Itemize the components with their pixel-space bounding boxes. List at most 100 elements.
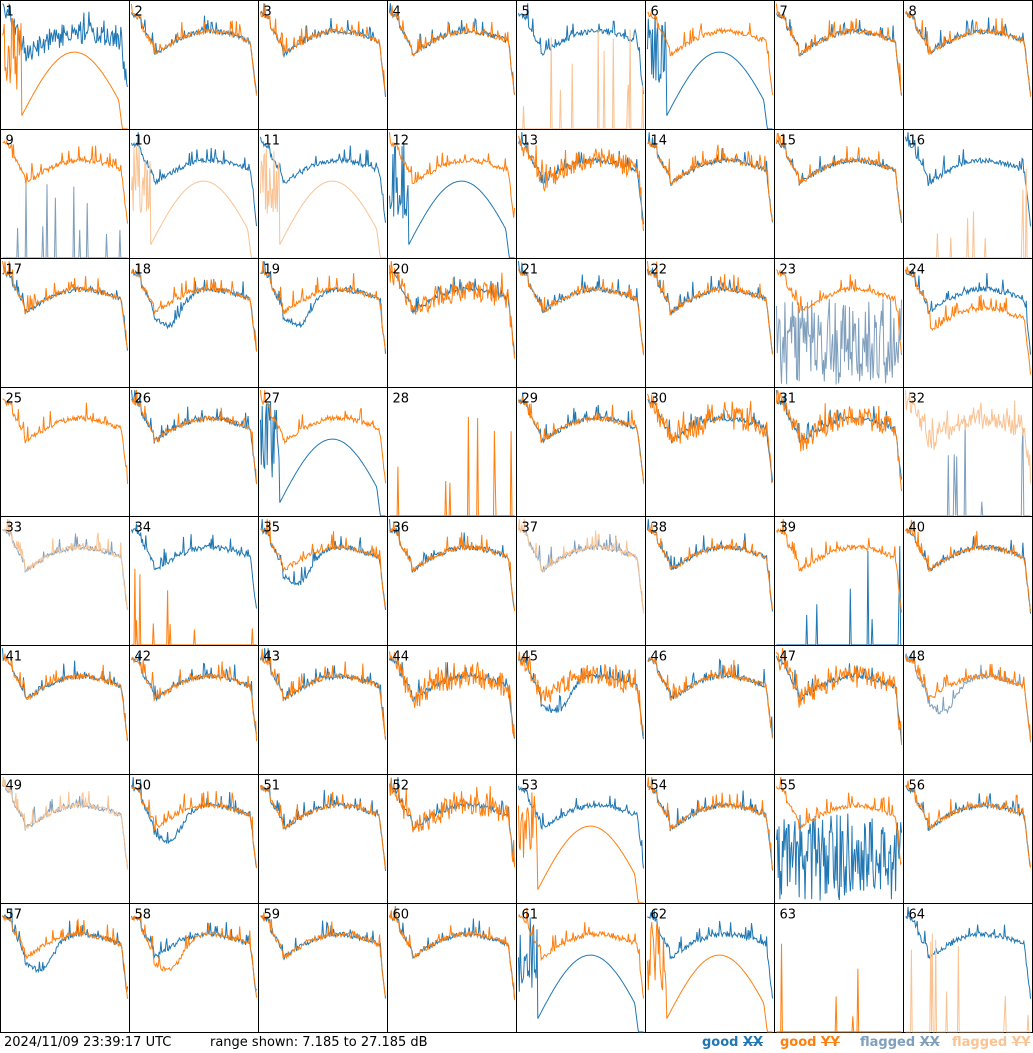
series-yy-54 bbox=[647, 777, 773, 870]
legend-good-xx-pol: XX bbox=[743, 1035, 764, 1050]
series-yy-59 bbox=[260, 912, 386, 997]
panel-30: 30 bbox=[645, 387, 775, 517]
panel-56: 56 bbox=[903, 774, 1033, 904]
series-yy-57 bbox=[2, 915, 128, 999]
panel-frame bbox=[258, 516, 388, 646]
panel-label: 50 bbox=[135, 779, 152, 794]
series-xx-6 bbox=[647, 14, 773, 130]
panel-61: 61 bbox=[516, 903, 646, 1033]
panel-frame bbox=[645, 774, 775, 904]
series-yy-47 bbox=[776, 647, 902, 745]
panel-frame bbox=[387, 387, 517, 517]
panel-frame bbox=[129, 516, 259, 646]
series-yy-24 bbox=[905, 266, 1031, 375]
panel-frame bbox=[387, 774, 517, 904]
panel-frame bbox=[516, 0, 646, 130]
panel-frame bbox=[645, 387, 775, 517]
panel-46: 46 bbox=[645, 645, 775, 775]
series-yy-18 bbox=[131, 263, 257, 352]
panel-label: 59 bbox=[264, 908, 281, 923]
panel-label: 25 bbox=[6, 392, 23, 407]
panel-label: 34 bbox=[135, 521, 152, 536]
series-xx-27 bbox=[260, 401, 386, 517]
panel-label: 56 bbox=[909, 779, 926, 794]
series-yy-25 bbox=[2, 398, 128, 484]
panel-47: 47 bbox=[774, 645, 904, 775]
series-yy-52 bbox=[389, 777, 515, 868]
panel-label: 7 bbox=[780, 5, 788, 20]
panel-39: 39 bbox=[774, 516, 904, 646]
panel-label: 12 bbox=[393, 134, 410, 149]
panel-43: 43 bbox=[258, 645, 388, 775]
series-xx-62 bbox=[647, 909, 773, 999]
series-yy-55 bbox=[776, 777, 902, 866]
panel-label: 5 bbox=[522, 5, 530, 20]
panel-frame bbox=[645, 258, 775, 388]
panel-frame bbox=[129, 903, 259, 1033]
panel-40: 40 bbox=[903, 516, 1033, 646]
series-yy-61 bbox=[518, 907, 644, 999]
panel-label: 60 bbox=[393, 908, 410, 923]
panel-62: 62 bbox=[645, 903, 775, 1033]
legend-flagged-xx-word: flagged bbox=[860, 1035, 916, 1050]
series-yy-7 bbox=[776, 3, 902, 96]
panel-49: 49 bbox=[0, 774, 130, 904]
panel-label: 58 bbox=[135, 908, 152, 923]
panel-54: 54 bbox=[645, 774, 775, 904]
panel-52: 52 bbox=[387, 774, 517, 904]
panel-3: 3 bbox=[258, 0, 388, 130]
series-xx-34 bbox=[131, 523, 257, 609]
series-yy-27 bbox=[260, 390, 386, 484]
series-xx-23 bbox=[776, 298, 902, 385]
panel-label: 9 bbox=[6, 134, 14, 149]
panel-frame bbox=[903, 0, 1033, 130]
panel-label: 55 bbox=[780, 779, 797, 794]
panel-label: 23 bbox=[780, 263, 797, 278]
panel-50: 50 bbox=[129, 774, 259, 904]
panel-frame bbox=[258, 645, 388, 775]
panel-frame bbox=[129, 0, 259, 130]
panel-frame bbox=[258, 0, 388, 130]
series-xx-10 bbox=[131, 132, 257, 227]
series-xx-12 bbox=[389, 142, 515, 259]
panel-label: 30 bbox=[651, 392, 668, 407]
series-xx-9 bbox=[2, 184, 128, 259]
panel-9: 9 bbox=[0, 129, 130, 259]
series-yy-32 bbox=[905, 390, 1031, 484]
series-yy-21 bbox=[518, 268, 644, 356]
panel-13: 13 bbox=[516, 129, 646, 259]
panel-label: 21 bbox=[522, 263, 539, 278]
panel-frame bbox=[774, 129, 904, 259]
panel-frame bbox=[903, 516, 1033, 646]
panel-label: 48 bbox=[909, 650, 926, 665]
panel-label: 54 bbox=[651, 779, 668, 794]
panel-label: 47 bbox=[780, 650, 797, 665]
panel-55: 55 bbox=[774, 774, 904, 904]
series-yy-63 bbox=[776, 943, 902, 1033]
legend-good-xx: good XX bbox=[702, 1035, 763, 1050]
series-yy-9 bbox=[2, 139, 128, 224]
panel-51: 51 bbox=[258, 774, 388, 904]
panel-label: 44 bbox=[393, 650, 410, 665]
panel-frame bbox=[516, 258, 646, 388]
panel-label: 16 bbox=[909, 134, 926, 149]
panel-33: 33 bbox=[0, 516, 130, 646]
panel-frame bbox=[0, 258, 130, 388]
series-yy-53 bbox=[518, 792, 644, 904]
series-xx-60 bbox=[389, 906, 515, 999]
panel-label: 32 bbox=[909, 392, 926, 407]
panel-25: 25 bbox=[0, 387, 130, 517]
panel-frame bbox=[0, 774, 130, 904]
panel-5: 5 bbox=[516, 0, 646, 130]
panel-label: 22 bbox=[651, 263, 668, 278]
panel-18: 18 bbox=[129, 258, 259, 388]
panel-label: 40 bbox=[909, 521, 926, 536]
series-xx-16 bbox=[905, 132, 1031, 227]
panel-frame bbox=[0, 516, 130, 646]
series-yy-64 bbox=[905, 933, 1031, 1033]
series-yy-3 bbox=[260, 3, 386, 94]
series-xx-11 bbox=[260, 136, 386, 223]
panel-27: 27 bbox=[258, 387, 388, 517]
panel-frame bbox=[516, 387, 646, 517]
panel-frame bbox=[903, 387, 1033, 517]
